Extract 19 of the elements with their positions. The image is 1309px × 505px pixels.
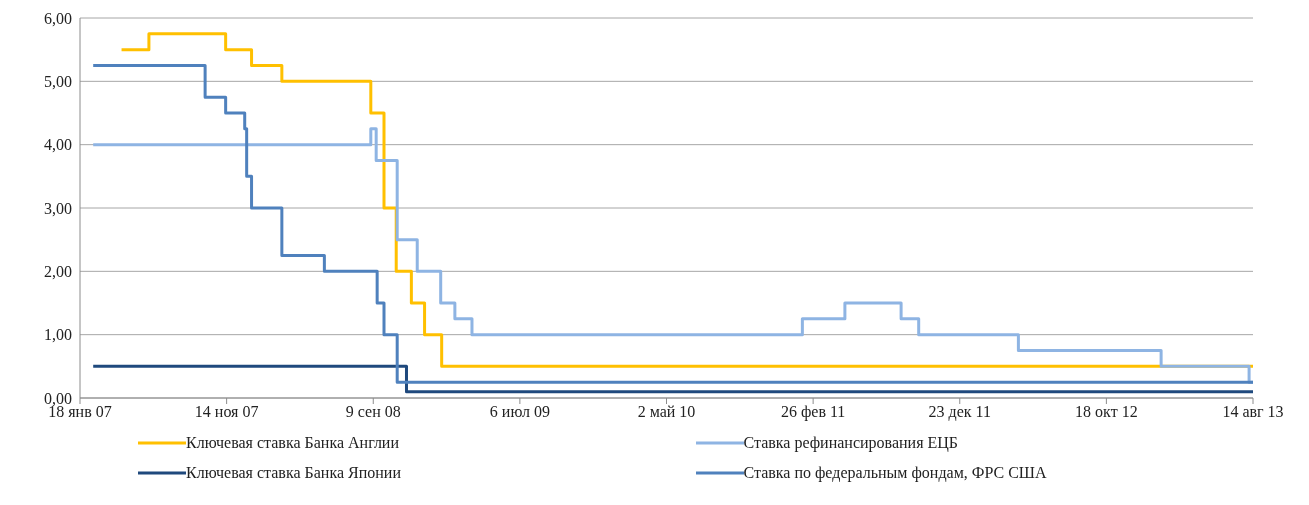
x-tick-label: 14 ноя 07	[194, 403, 259, 421]
legend-label: Ключевая ставка Банка Англии	[186, 434, 399, 452]
y-tick-label: 4,00	[44, 136, 72, 154]
x-tick-label: 23 дек 11	[928, 403, 991, 422]
y-tick-label: 5,00	[44, 73, 72, 91]
x-tick-label: 14 авг 13	[1222, 403, 1284, 421]
x-tick-label: 9 сен 08	[345, 403, 401, 421]
y-tick-label: 6,00	[44, 9, 72, 27]
y-tick-label: 2,00	[44, 263, 72, 281]
legend-label: Ключевая ставка Банка Японии	[186, 464, 401, 482]
x-tick-label: 6 июл 09	[489, 403, 550, 421]
x-tick-label: 26 фев 11	[780, 403, 846, 422]
y-tick-label: 3,00	[44, 199, 72, 217]
legend-label: Ставка рефинансирования ЕЦБ	[743, 434, 958, 452]
y-tick-label: 0,00	[44, 389, 72, 407]
x-tick-label: 2 май 10	[637, 403, 696, 421]
y-tick-label: 1,00	[44, 326, 72, 344]
legend-label: Ставка по федеральным фондам, ФРС США	[743, 464, 1047, 482]
x-tick-label: 18 окт 12	[1075, 403, 1138, 421]
